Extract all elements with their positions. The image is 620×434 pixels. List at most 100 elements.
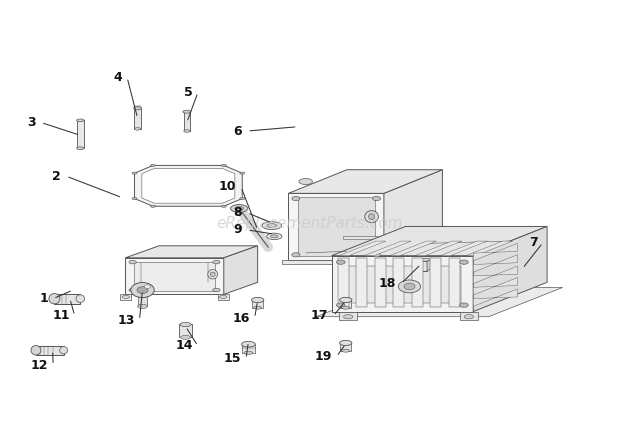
Ellipse shape (180, 322, 191, 327)
Text: eReplacementParts.com: eReplacementParts.com (216, 216, 404, 231)
Polygon shape (288, 237, 443, 260)
Bar (77, 120, 84, 148)
Polygon shape (414, 258, 435, 261)
Ellipse shape (342, 349, 350, 352)
Polygon shape (288, 170, 443, 194)
Ellipse shape (240, 172, 245, 174)
Ellipse shape (254, 306, 262, 309)
Text: 13: 13 (117, 314, 135, 327)
Ellipse shape (373, 196, 381, 201)
Polygon shape (473, 227, 547, 312)
Ellipse shape (180, 335, 190, 339)
Text: 9: 9 (234, 224, 242, 237)
Ellipse shape (342, 306, 350, 309)
Polygon shape (365, 241, 411, 256)
Ellipse shape (137, 286, 148, 293)
Ellipse shape (399, 280, 420, 293)
Text: 4: 4 (113, 71, 122, 84)
Text: 19: 19 (314, 350, 332, 363)
Ellipse shape (213, 260, 220, 264)
Ellipse shape (31, 345, 41, 355)
Ellipse shape (464, 315, 474, 319)
Polygon shape (142, 168, 235, 203)
Ellipse shape (459, 303, 468, 307)
Polygon shape (339, 241, 386, 256)
Polygon shape (473, 266, 518, 284)
Text: 15: 15 (224, 352, 241, 365)
Polygon shape (459, 312, 478, 320)
Ellipse shape (77, 119, 84, 122)
Ellipse shape (138, 304, 148, 309)
Polygon shape (412, 258, 423, 307)
Ellipse shape (252, 297, 264, 302)
Ellipse shape (183, 110, 191, 113)
Ellipse shape (76, 295, 84, 302)
Polygon shape (430, 258, 441, 307)
Polygon shape (282, 260, 390, 264)
Polygon shape (332, 256, 473, 312)
Polygon shape (125, 258, 224, 294)
Text: 12: 12 (31, 359, 48, 372)
Ellipse shape (231, 204, 248, 212)
Ellipse shape (244, 351, 253, 355)
Ellipse shape (208, 270, 218, 279)
Ellipse shape (459, 260, 468, 264)
Text: 8: 8 (234, 206, 242, 219)
Polygon shape (339, 312, 357, 320)
Polygon shape (374, 258, 386, 307)
Ellipse shape (340, 297, 352, 302)
Polygon shape (316, 287, 562, 317)
Polygon shape (390, 241, 436, 256)
Ellipse shape (151, 205, 156, 207)
Polygon shape (218, 294, 229, 299)
Text: 10: 10 (219, 181, 236, 194)
Ellipse shape (267, 224, 277, 227)
Bar (242, 344, 255, 353)
Ellipse shape (270, 235, 278, 238)
Text: 1: 1 (40, 292, 48, 305)
Polygon shape (338, 258, 349, 307)
Polygon shape (332, 227, 547, 256)
Polygon shape (135, 262, 215, 290)
Polygon shape (224, 246, 258, 294)
Text: 5: 5 (184, 86, 193, 99)
Ellipse shape (49, 293, 60, 304)
Ellipse shape (184, 130, 190, 132)
Ellipse shape (144, 285, 151, 288)
Bar (179, 325, 192, 337)
Polygon shape (473, 243, 518, 261)
Bar (135, 108, 141, 129)
Text: 7: 7 (529, 236, 538, 249)
Text: 18: 18 (379, 277, 396, 290)
Ellipse shape (343, 315, 353, 319)
Polygon shape (393, 258, 404, 307)
Polygon shape (384, 170, 443, 260)
Ellipse shape (221, 164, 226, 167)
Polygon shape (343, 237, 448, 239)
Bar (340, 343, 352, 351)
Ellipse shape (151, 164, 156, 167)
Polygon shape (120, 294, 131, 299)
Polygon shape (473, 255, 518, 272)
Polygon shape (415, 241, 462, 256)
Text: 16: 16 (232, 312, 250, 325)
Polygon shape (440, 241, 487, 256)
Text: 2: 2 (53, 170, 61, 183)
Ellipse shape (292, 196, 300, 201)
Text: 3: 3 (27, 116, 36, 129)
Ellipse shape (135, 128, 141, 130)
Polygon shape (344, 266, 461, 303)
Ellipse shape (133, 107, 141, 110)
Ellipse shape (337, 303, 345, 307)
Ellipse shape (292, 253, 300, 257)
Ellipse shape (262, 222, 281, 230)
Ellipse shape (240, 197, 245, 200)
Ellipse shape (129, 260, 136, 264)
Ellipse shape (340, 340, 352, 345)
Ellipse shape (404, 283, 415, 289)
Polygon shape (125, 246, 258, 258)
Text: 6: 6 (234, 125, 242, 138)
Bar (36, 345, 64, 355)
Ellipse shape (373, 253, 381, 257)
Text: 17: 17 (311, 309, 329, 322)
